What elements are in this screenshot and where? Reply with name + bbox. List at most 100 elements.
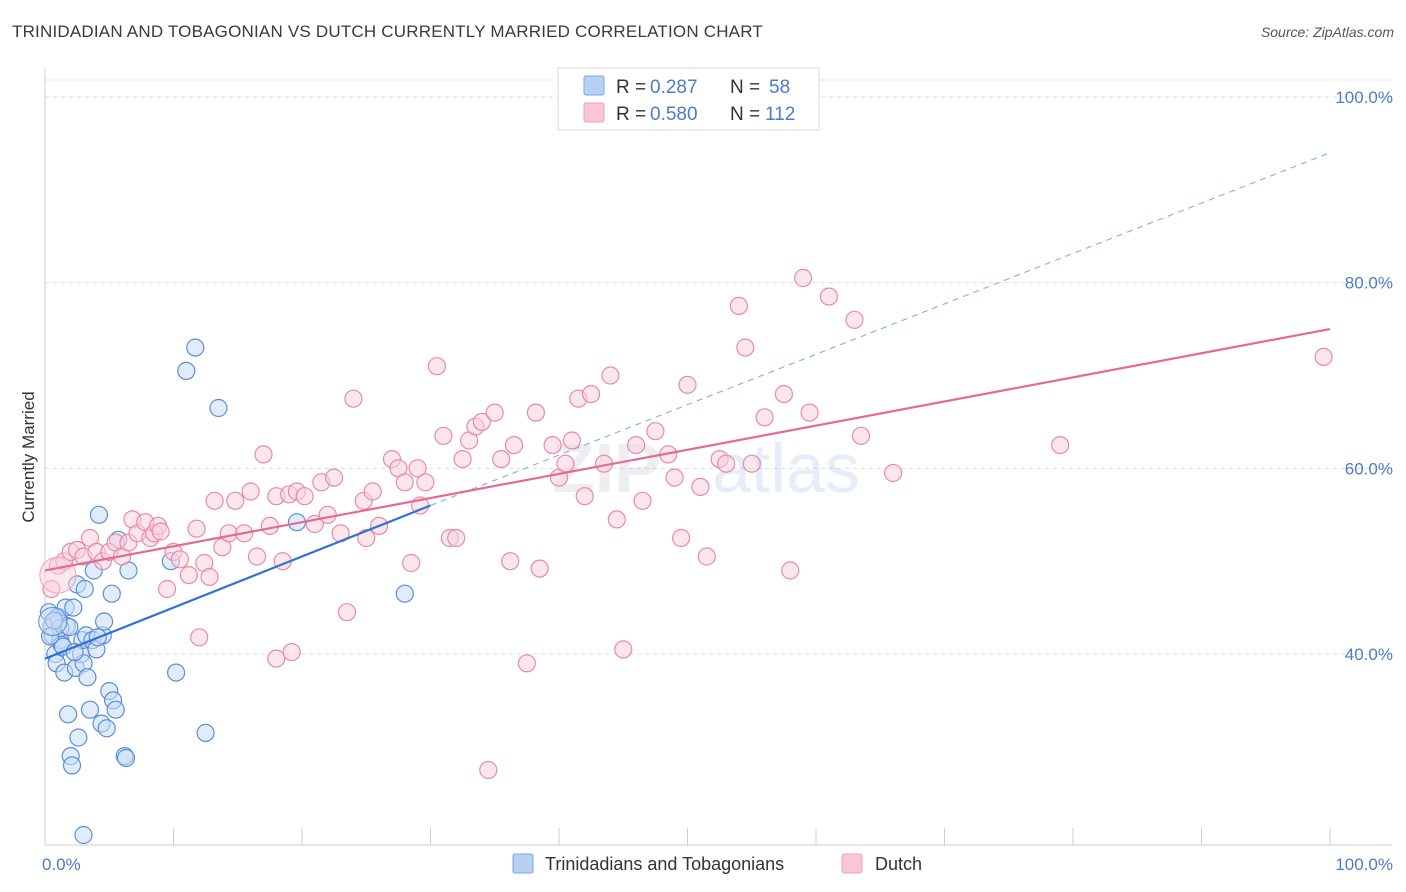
x-tick-label-max: 100.0% bbox=[1335, 855, 1393, 874]
dutch-point bbox=[226, 491, 245, 510]
dutch-point bbox=[755, 408, 774, 427]
dutch-point bbox=[562, 431, 582, 450]
dutch-point bbox=[402, 553, 421, 573]
dutch-point bbox=[575, 487, 594, 506]
dutch-point bbox=[492, 450, 511, 469]
dutch-point bbox=[187, 519, 206, 538]
dutch-point bbox=[200, 567, 219, 587]
series-dutch-points bbox=[39, 268, 1333, 780]
legend-swatch-blue bbox=[583, 75, 605, 96]
dutch-point bbox=[671, 528, 691, 548]
source-credit: Source: ZipAtlas.com bbox=[1260, 24, 1394, 40]
dutch-point bbox=[742, 454, 761, 473]
dutch-point bbox=[556, 454, 575, 473]
dutch-point bbox=[434, 426, 453, 445]
dutch-point bbox=[247, 547, 267, 566]
x-tick-label-min: 0.0% bbox=[42, 855, 81, 874]
dutch-point bbox=[453, 450, 472, 469]
dutch-point bbox=[295, 487, 314, 506]
legend-swatch-pink bbox=[583, 102, 605, 123]
trinidadians-point bbox=[74, 825, 93, 845]
trinidadians-point bbox=[116, 748, 136, 768]
dutch-point bbox=[344, 389, 363, 408]
y-tick-label-80: 80.0% bbox=[1345, 274, 1393, 293]
dutch-point bbox=[781, 561, 800, 580]
dutch-point bbox=[665, 468, 684, 487]
legend-n-value-blue: 58 bbox=[769, 77, 790, 98]
dutch-point bbox=[633, 491, 652, 510]
series-legend: Trinidadians and Tobagonians Dutch bbox=[512, 853, 922, 874]
legend-item-trinidadians-swatch bbox=[512, 853, 534, 874]
dutch-point bbox=[793, 268, 813, 288]
trinidadians-point bbox=[89, 505, 109, 524]
dutch-point bbox=[716, 454, 736, 473]
trinidadians-point bbox=[167, 663, 186, 682]
dutch-point bbox=[219, 524, 238, 543]
legend-item-dutch-label: Dutch bbox=[875, 854, 922, 874]
dutch-point bbox=[267, 649, 286, 668]
dutch-point bbox=[851, 426, 871, 445]
trinidadians-point bbox=[196, 723, 215, 743]
dutch-point bbox=[845, 310, 864, 329]
trend-line-trinidadians-extrapolated bbox=[430, 152, 1331, 507]
trinidadians-point bbox=[78, 668, 97, 687]
dutch-cluster-point bbox=[39, 556, 77, 594]
trinidadians-point bbox=[395, 584, 414, 603]
legend-r-value-pink: 0.580 bbox=[650, 104, 698, 125]
dutch-point bbox=[1051, 436, 1070, 455]
trinidadians-point bbox=[97, 719, 116, 738]
dutch-point bbox=[581, 385, 601, 404]
trinidadians-point bbox=[69, 728, 88, 747]
dutch-point bbox=[883, 463, 903, 483]
dutch-point bbox=[427, 357, 446, 376]
dutch-point bbox=[241, 482, 260, 501]
dutch-point bbox=[151, 522, 170, 541]
dutch-point bbox=[774, 385, 794, 404]
trend-lines bbox=[44, 152, 1331, 660]
dutch-point bbox=[526, 403, 546, 422]
trinidadians-point bbox=[106, 700, 125, 719]
y-tick-labels: 40.0% 60.0% 80.0% 100.0% bbox=[1335, 88, 1393, 664]
trinidadians-point bbox=[62, 756, 82, 775]
dutch-point bbox=[691, 477, 710, 496]
dutch-point bbox=[697, 547, 716, 566]
dutch-point bbox=[170, 550, 189, 569]
trinidadians-cluster-point bbox=[38, 607, 68, 637]
trinidadians-point bbox=[58, 705, 78, 724]
watermark-atlas: atlas bbox=[712, 429, 860, 507]
dutch-point bbox=[607, 510, 626, 529]
stats-legend: R = 0.287 N = 58 R = 0.580 N = 112 bbox=[557, 67, 820, 131]
legend-n-label-blue: N = bbox=[730, 77, 760, 98]
dutch-point bbox=[190, 628, 209, 647]
dutch-point bbox=[416, 473, 435, 492]
trinidadians-point bbox=[64, 598, 83, 617]
trend-line-trinidadians bbox=[44, 504, 431, 660]
legend-r-value-blue: 0.287 bbox=[650, 77, 698, 98]
axes bbox=[44, 68, 1392, 846]
dutch-point bbox=[260, 516, 279, 536]
dutch-point bbox=[318, 505, 337, 524]
legend-r-label-pink: R = bbox=[616, 104, 646, 125]
dutch-point bbox=[819, 287, 839, 306]
trend-line-dutch bbox=[44, 328, 1331, 572]
dutch-point bbox=[479, 760, 498, 780]
trinidadians-point bbox=[80, 700, 100, 719]
dutch-point bbox=[408, 459, 427, 478]
dutch-point bbox=[179, 565, 198, 585]
dutch-point bbox=[678, 375, 697, 394]
dutch-point bbox=[447, 528, 466, 548]
dutch-point bbox=[282, 642, 301, 662]
trinidadians-point bbox=[75, 579, 94, 599]
y-tick-label-100: 100.0% bbox=[1335, 88, 1393, 107]
dutch-point bbox=[363, 482, 382, 501]
dutch-point bbox=[254, 445, 273, 464]
trinidadians-point bbox=[186, 338, 205, 357]
y-tick-label-40: 40.0% bbox=[1345, 645, 1393, 664]
dutch-point bbox=[158, 579, 177, 599]
dutch-point bbox=[736, 338, 755, 357]
legend-n-value-pink: 112 bbox=[765, 104, 795, 125]
legend-item-dutch-swatch bbox=[841, 853, 863, 874]
dutch-point bbox=[1314, 347, 1333, 366]
dutch-point bbox=[646, 422, 665, 441]
